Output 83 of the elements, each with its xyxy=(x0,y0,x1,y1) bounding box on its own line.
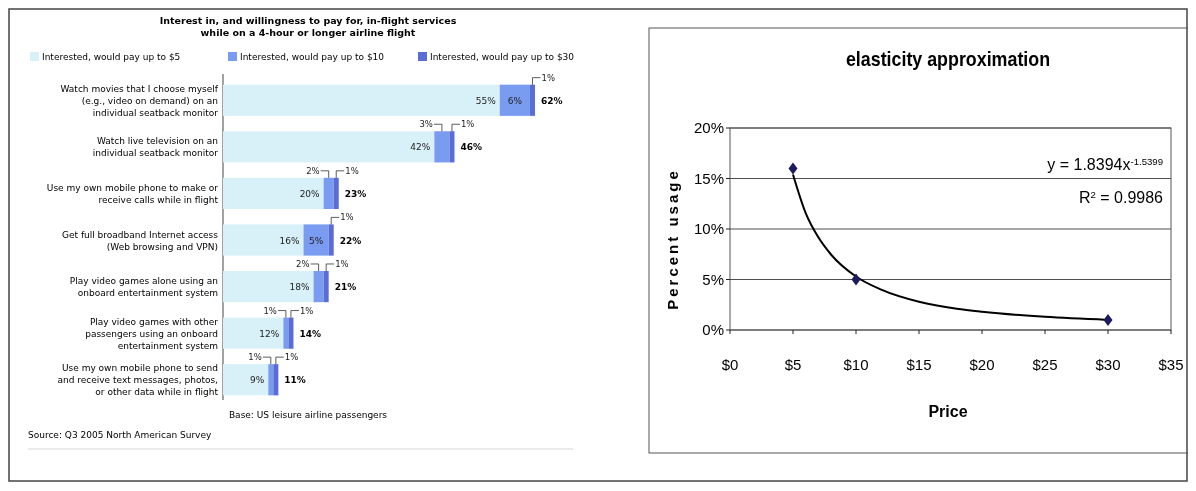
annotation: R$^{2}$ = 0.9986 xyxy=(1078,188,1164,206)
y-axis-title: Percent usage xyxy=(664,168,681,310)
bar xyxy=(323,270,329,303)
x-tick-label: $35 xyxy=(1158,356,1184,373)
data-label: 1% xyxy=(340,212,354,223)
total-label: 22% xyxy=(339,235,362,246)
x-tick-label: $30 xyxy=(1095,356,1121,373)
y-tick-label: Watch live television on an individual seatback monitor xyxy=(92,136,219,159)
x-tick-label: $10 xyxy=(843,356,869,373)
total-label: 23% xyxy=(344,188,367,199)
bar xyxy=(434,131,450,163)
y-tick-label: 10% xyxy=(693,220,724,237)
data-label: 1% xyxy=(263,305,277,316)
x-tick-label: $15 xyxy=(906,356,932,373)
total-label: 21% xyxy=(334,282,357,293)
chart-title: elasticity approximation xyxy=(845,46,1051,71)
bar xyxy=(273,364,279,396)
x-tick-label: $25 xyxy=(1032,356,1058,373)
point xyxy=(851,273,861,286)
y-tick-label: Play video games with other passengers using an onboard entertainment system xyxy=(85,316,219,351)
y-tick-label: Use my own mobile phone to send and receive text messages, photos, or other data while in flight xyxy=(57,363,219,398)
data-label: 1% xyxy=(284,352,299,363)
x-tick-label: $5 xyxy=(784,356,802,373)
total-label: 11% xyxy=(284,375,306,386)
bar xyxy=(223,317,284,349)
x-tick-label: $0 xyxy=(721,356,739,373)
point xyxy=(788,162,798,175)
legend-label: Interested, would pay up to $10 xyxy=(240,52,385,62)
data-label: 9% xyxy=(250,375,265,386)
bar xyxy=(499,84,530,116)
data-label: 20% xyxy=(299,188,321,199)
y-tick-label: Watch movies that I choose myself (e.g., video on demand) on an individual seatback monitor xyxy=(60,83,219,118)
data-label: 55% xyxy=(475,95,497,106)
y-tick-label: Get full broadband Internet access (Web browsing and VPN) xyxy=(61,229,219,252)
y-tick-label: Use my own mobile phone to make or receive calls while in flight xyxy=(46,182,219,205)
bar xyxy=(223,131,435,163)
bar xyxy=(223,177,324,210)
bar xyxy=(323,177,334,210)
data-label: 2% xyxy=(306,165,320,176)
source-note: Source: Q3 2005 North American Survey xyxy=(28,430,212,440)
bar xyxy=(449,131,455,163)
x-axis-title: Price xyxy=(928,403,968,420)
text: Base: US leisure airline passengers xyxy=(228,410,388,420)
data-label: 1% xyxy=(460,119,475,130)
data-label: 5% xyxy=(308,235,324,246)
y-tick-label: Play video games alone using an onboard entertainment system xyxy=(69,276,218,299)
point xyxy=(1103,313,1113,326)
y-tick-label: 0% xyxy=(702,321,724,338)
bar xyxy=(223,270,314,303)
bar xyxy=(223,224,304,256)
bar xyxy=(268,364,274,396)
y-tick-label: 5% xyxy=(702,270,724,288)
bar xyxy=(313,270,324,303)
bar xyxy=(328,224,334,256)
data-label: 1% xyxy=(335,258,349,269)
total-label: 62% xyxy=(541,95,563,106)
data-label: 42% xyxy=(410,142,431,153)
bar xyxy=(333,177,339,210)
data-label: 1% xyxy=(248,352,262,363)
bar xyxy=(529,84,535,116)
bar xyxy=(288,317,294,349)
bar xyxy=(303,224,329,256)
data-label: 18% xyxy=(289,282,311,293)
y-tick-label: 20% xyxy=(693,119,724,136)
data-label: 1% xyxy=(541,72,555,83)
data-label: 6% xyxy=(507,95,523,106)
data-label: 1% xyxy=(345,165,359,176)
bar xyxy=(223,364,269,396)
x-tick-label: $20 xyxy=(969,356,995,373)
data-label: 3% xyxy=(419,119,433,130)
total-label: 14% xyxy=(299,328,321,339)
annotation: y = 1.8394x$^{-1.5399}$ xyxy=(1047,155,1163,173)
bar xyxy=(223,84,500,116)
legend-label: Interested, would pay up to $30 xyxy=(430,52,575,62)
legend-label: Interested, would pay up to $5 xyxy=(42,52,181,62)
bar xyxy=(283,317,289,349)
data-label: 12% xyxy=(259,328,280,339)
y-tick-label: 15% xyxy=(693,169,724,187)
data-label: 1% xyxy=(299,305,314,316)
data-label: 16% xyxy=(279,235,300,246)
chart-title: Interest in, and willingness to pay for, in-flight services while on a 4-hour or longer airline flight xyxy=(159,15,457,38)
total-label: 46% xyxy=(460,142,483,153)
data-label: 2% xyxy=(296,258,310,269)
